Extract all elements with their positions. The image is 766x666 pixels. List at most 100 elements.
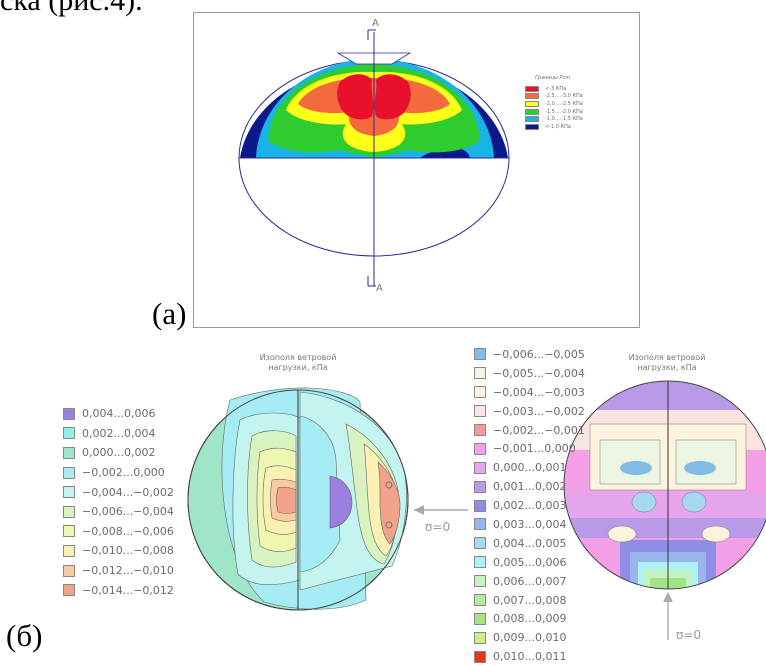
legend-a-label: -1,5....-2,0 КПа	[545, 108, 583, 115]
legend-right-label: −0,003...−0,002	[493, 404, 585, 418]
isofield-left	[187, 387, 468, 611]
legend-left-label: 0,004...0,006	[82, 407, 156, 421]
legend-a-label: -2,5....-3,0 КПа	[545, 93, 583, 100]
legend-left-label: −0,004...−0,002	[82, 485, 174, 499]
legend-right-row: −0,005...−0,004	[474, 364, 585, 383]
legend-right-row: 0,002...0,003	[474, 496, 585, 515]
legend-right-swatch	[474, 537, 486, 550]
legend-left-swatch	[63, 427, 75, 440]
legend-right-row: 0,009...0,010	[474, 628, 585, 647]
legend-right-row: 0,008...0,009	[474, 609, 585, 628]
legend-left-row: −0,014...−0,012	[63, 580, 174, 600]
legend-a-label: <-1,0 КПа	[545, 123, 571, 130]
legend-a-swatch	[525, 123, 539, 130]
legend-a-label: -2,0....-2,5 КПа	[545, 100, 583, 107]
legend-right-label: 0,008...0,009	[493, 612, 567, 626]
legend-right-label: 0,006...0,007	[493, 574, 567, 588]
right-title-line1: Изополя ветровой	[628, 353, 706, 362]
section-mark-bottom: A	[376, 283, 383, 294]
legend-right-label: 0,003...0,004	[493, 517, 567, 531]
legend-left-label: −0,014...−0,012	[82, 583, 174, 597]
legend-right-label: 0,010...0,011	[493, 650, 567, 664]
right-title-line2: нагрузки, кПа	[637, 363, 697, 372]
legend-a-row: <-1,0 КПа	[525, 123, 583, 131]
legend-left-label: −0,010...−0,008	[82, 544, 174, 558]
legend-right-label: 0,002...0,003	[493, 499, 567, 513]
wind-label-bottom: ʊ=0	[676, 628, 702, 642]
legend-right-swatch	[474, 461, 486, 474]
left-isofield-title: Изополя ветровой нагрузки, кПа	[253, 353, 343, 373]
legend-right-row: 0,000...0,001	[474, 458, 585, 477]
legend-a-row: -2,0....-2,5 КПа	[525, 100, 583, 108]
right-disk	[563, 380, 766, 590]
legend-right-swatch	[474, 386, 486, 399]
legend-left-label: −0,002...0,000	[82, 466, 165, 480]
legend-right-row: −0,003...−0,002	[474, 402, 585, 421]
isofield-right	[563, 380, 766, 640]
zone-lt-3-left	[337, 74, 374, 120]
legend-a-swatch	[525, 93, 539, 100]
legend-right-label: 0,004...0,005	[493, 536, 567, 550]
legend-left-swatch	[63, 466, 75, 479]
legend-left-label: −0,012...−0,010	[82, 564, 174, 578]
legend-a-swatch	[525, 116, 539, 123]
panel-label-b: (б)	[6, 618, 43, 653]
legend-left-row: −0,004...−0,002	[63, 482, 174, 502]
legend-right-swatch	[474, 405, 486, 418]
legend-right-label: −0,006...−0,005	[493, 347, 585, 361]
legend-left-label: 0,002...0,004	[82, 426, 156, 440]
legend-right-swatch	[474, 348, 486, 361]
legend-right-swatch	[474, 518, 486, 531]
legend-right-swatch	[474, 631, 486, 644]
legend-right-row: 0,001...0,002	[474, 477, 585, 496]
legend-left-label: −0,008...−0,006	[82, 524, 174, 538]
legend-right-swatch	[474, 442, 486, 455]
legend-right-label: 0,005...0,006	[493, 555, 567, 569]
legend-left-swatch	[63, 544, 75, 557]
legend-left-row: 0,004...0,006	[63, 404, 174, 424]
hot-spot	[329, 475, 353, 529]
zone-lt-3-right	[374, 74, 411, 120]
legend-a-swatch	[525, 108, 539, 115]
legend-left-row: −0,010...−0,008	[63, 541, 174, 561]
legend-left-row: 0,000...0,002	[63, 443, 174, 463]
legend-left-row: −0,002...0,000	[63, 463, 174, 483]
legend-left-swatch	[63, 407, 75, 420]
legend-right-swatch	[474, 556, 486, 569]
panel-label-a: (а)	[152, 296, 187, 331]
right-isofield-title: Изополя ветровой нагрузки, кПа	[622, 353, 712, 373]
legend-a-label: <-3 КПа	[545, 85, 567, 92]
legend-left-isofield: 0,004...0,006 0,002...0,004 0,000...0,002 −…	[63, 404, 174, 600]
legend-right-swatch	[474, 367, 486, 380]
legend-right-label: 0,001...0,002	[493, 480, 567, 494]
legend-left-row: −0,008...−0,006	[63, 522, 174, 542]
legend-right-swatch	[474, 612, 486, 625]
legend-left-swatch	[63, 564, 75, 577]
left-title-line2: нагрузки, кПа	[268, 363, 328, 372]
legend-right-swatch	[474, 480, 486, 493]
legend-right-label: 0,007...0,008	[493, 593, 567, 607]
legend-left-swatch	[63, 446, 75, 459]
legend-right-label: −0,001...0,000	[493, 442, 576, 456]
legend-a-row: -1,5....-2,0 КПа	[525, 108, 583, 116]
legend-right-label: 0,009...0,010	[493, 631, 567, 645]
legend-right-row: 0,006...0,007	[474, 572, 585, 591]
legend-left-swatch	[63, 505, 75, 518]
section-mark-top: A	[372, 18, 379, 29]
wind-label-side: ʊ=0	[425, 520, 451, 534]
legend-right-isofield: −0,006...−0,005 −0,005...−0,004 −0,004...−…	[474, 345, 585, 666]
legend-right-swatch	[474, 575, 486, 588]
legend-right-row: 0,005...0,006	[474, 553, 585, 572]
legend-right-label: −0,002...−0,001	[493, 423, 585, 437]
legend-right-swatch	[474, 650, 486, 663]
legend-right-label: 0,000...0,001	[493, 461, 567, 475]
top-caption: ска (рис.4).	[0, 0, 143, 17]
legend-a-swatch	[525, 85, 539, 92]
legend-panel-a: Границы Рcm <-3 КПа -2,5....-3,0 КПа -2,0.…	[525, 75, 583, 131]
legend-left-swatch	[63, 584, 75, 597]
legend-left-label: −0,006...−0,004	[82, 505, 174, 519]
legend-left-label: 0,000...0,002	[82, 446, 156, 460]
legend-right-row: 0,004...0,005	[474, 534, 585, 553]
pressure-map-a	[238, 29, 510, 287]
